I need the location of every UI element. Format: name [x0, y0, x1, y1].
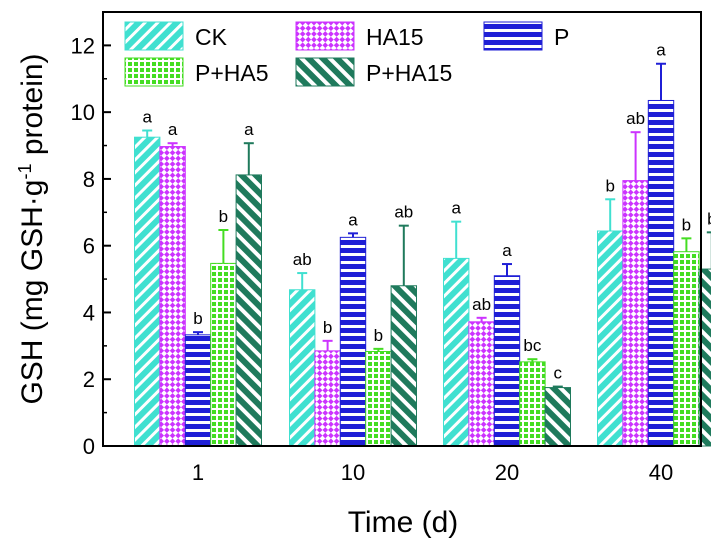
legend-swatch-P+HA15	[295, 57, 355, 87]
bar-CK-10	[289, 289, 316, 447]
bar-P+HA15-40	[698, 268, 711, 447]
significance-label: bc	[523, 336, 541, 355]
y-tick-label: 6	[83, 234, 95, 259]
y-axis-title-main: GSH (mg GSH·g	[16, 180, 49, 405]
x-axis-title: Time (d)	[348, 506, 459, 539]
x-tick-label: 10	[341, 460, 365, 485]
bar-HA15-10	[314, 350, 341, 447]
significance-label: b	[605, 176, 614, 195]
legend-label: CK	[195, 24, 228, 50]
significance-label: b	[682, 215, 691, 234]
legend: CK HA15 P P+HA5 P+HA15	[124, 21, 569, 87]
significance-label: b	[707, 209, 711, 228]
significance-label: a	[348, 210, 358, 229]
significance-label: a	[244, 120, 254, 139]
x-tick-label: 20	[495, 460, 519, 485]
significance-label: a	[502, 241, 512, 260]
significance-label: ab	[293, 250, 312, 269]
y-axis-title-tail: protein)	[16, 53, 49, 163]
y-tick-label: 12	[71, 33, 95, 58]
significance-label: ab	[626, 109, 645, 128]
bar-HA15-1	[159, 146, 186, 447]
y-tick-label: 4	[83, 300, 95, 325]
y-tick-label: 8	[83, 167, 95, 192]
bar-HA15-40	[622, 180, 649, 447]
significance-label: b	[323, 318, 332, 337]
significance-label: b	[374, 326, 383, 345]
bar-P+HA5-10	[365, 351, 392, 447]
legend-swatch-CK	[124, 21, 184, 51]
y-tick-label: 2	[83, 367, 95, 392]
bar-P-1	[184, 334, 212, 447]
significance-label: a	[656, 41, 666, 60]
bar-CK-20	[443, 257, 470, 447]
legend-label: P+HA5	[195, 60, 269, 86]
significance-label: c	[554, 364, 563, 383]
bar-P-10	[339, 236, 367, 447]
y-tick-label: 0	[83, 434, 95, 459]
significance-label: b	[219, 207, 228, 226]
plot-frame	[102, 11, 702, 447]
bar-P-40	[647, 99, 675, 447]
y-tick-label: 10	[71, 100, 95, 125]
legend-label: P+HA15	[366, 60, 452, 86]
x-tick-label: 1	[192, 460, 204, 485]
bar-P+HA5-20	[519, 361, 546, 447]
bar-CK-1	[134, 136, 161, 447]
x-tick-label: 40	[649, 460, 673, 485]
bar-P+HA5-1	[210, 262, 237, 447]
significance-label: b	[193, 309, 202, 328]
bar-HA15-20	[468, 321, 495, 447]
y-axis-title-superscript: -1	[15, 164, 35, 180]
bar-P-20	[493, 275, 521, 447]
bar-CK-40	[597, 230, 624, 447]
bar-P+HA15-1	[235, 174, 263, 447]
legend-swatch-P	[483, 21, 543, 51]
legend-label: P	[554, 24, 569, 50]
significance-label: ab	[472, 295, 491, 314]
y-axis-title: GSH (mg GSH·g-1 protein)	[15, 53, 49, 404]
significance-label: a	[451, 199, 461, 218]
plot-area: 0246810121aabba10abbabab20aababcc40babab…	[71, 33, 711, 485]
significance-label: a	[168, 120, 178, 139]
bar-P+HA5-40	[673, 251, 700, 447]
significance-label: a	[142, 108, 152, 127]
legend-label: HA15	[366, 24, 424, 50]
legend-swatch-P+HA5	[124, 57, 184, 87]
bar-P+HA15-10	[390, 285, 418, 447]
significance-label: ab	[394, 203, 413, 222]
legend-swatch-HA15	[295, 21, 355, 51]
bar-P+HA15-20	[544, 387, 571, 447]
